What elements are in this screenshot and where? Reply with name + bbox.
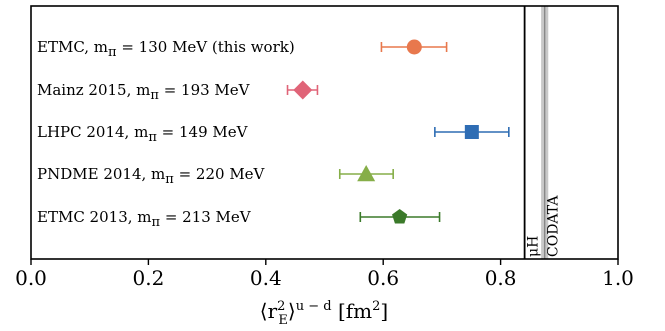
series-label-2: Mainz 2015, mπ = 193 MeV xyxy=(37,81,251,103)
x-axis-label-unit-close: ] xyxy=(380,299,388,323)
x-tick-label: 0.2 xyxy=(132,266,164,290)
reference-lines: μH CODATA xyxy=(523,6,562,259)
series-point-1 xyxy=(380,39,448,55)
x-tick-label: 0.6 xyxy=(367,266,399,290)
series-label-3: LHPC 2014, mπ = 149 MeV xyxy=(37,123,249,145)
entry-labels: ETMC, mπ = 130 MeV (this work) Mainz 2015… xyxy=(37,38,295,230)
series-label-5: ETMC 2013, mπ = 213 MeV xyxy=(37,208,252,230)
triangle-marker xyxy=(357,165,376,182)
x-tick-label: 0.0 xyxy=(15,266,47,290)
x-axis-label-unit-sup: 2 xyxy=(372,299,380,314)
x-axis-label-close: ⟩ xyxy=(288,299,296,323)
pentagon-marker xyxy=(392,209,408,224)
circle-marker xyxy=(406,39,422,55)
plot-frame xyxy=(30,5,619,260)
reference-label-muh: μH xyxy=(526,236,542,257)
x-axis-label-sup2: u − d xyxy=(296,299,332,314)
series-point-2 xyxy=(286,80,319,100)
x-tick-label: 1.0 xyxy=(602,266,634,290)
reference-label-codata: CODATA xyxy=(546,195,562,257)
series-point-3 xyxy=(434,125,510,139)
x-axis-label-unit: [fm xyxy=(332,299,373,323)
x-axis-label-sub: E xyxy=(278,313,288,328)
x-tick-label: 0.4 xyxy=(250,266,282,290)
series-label-1: ETMC, mπ = 130 MeV (this work) xyxy=(37,38,295,60)
series-point-5 xyxy=(359,209,441,224)
diamond-marker xyxy=(293,80,313,100)
data-series xyxy=(286,39,510,224)
square-marker xyxy=(464,125,479,139)
series-point-4 xyxy=(338,165,394,182)
x-axis-label: ⟨r2 E⟩u − d [fm2] xyxy=(260,299,388,328)
series-label-4: PNDME 2014, mπ = 220 MeV xyxy=(37,165,266,187)
x-axis-label-open: ⟨r xyxy=(260,299,278,323)
x-axis: 0.0 0.2 0.4 0.6 0.8 1.0 xyxy=(15,259,634,290)
x-axis-label-sup: 2 xyxy=(277,299,285,314)
x-tick-label: 0.8 xyxy=(485,266,517,290)
